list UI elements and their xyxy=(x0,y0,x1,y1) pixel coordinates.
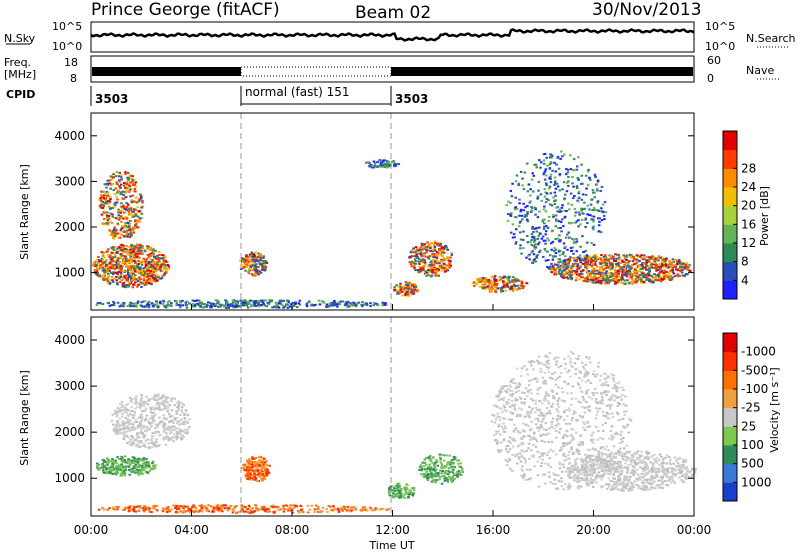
velocity-colorbar-label-0: 1000 xyxy=(741,475,772,489)
velocity-colorbar-swatch-0 xyxy=(723,482,737,501)
nsearch-label: N.Search xyxy=(746,32,796,45)
power-colorbar-label-5: 24 xyxy=(741,180,756,194)
velocity-colorbar-swatch-6 xyxy=(723,370,737,389)
velocity-colorbar-label-3: 25 xyxy=(741,419,756,433)
power-colorbar: 4 8 12 16 20 24 28 xyxy=(723,131,756,300)
freq-tick-low: 8 xyxy=(70,72,77,85)
power-colorbar-swatch-6 xyxy=(723,168,737,187)
power-ytick-label-3: 4000 xyxy=(54,129,85,143)
nave-label: Nave xyxy=(746,64,774,77)
freq-bar-b xyxy=(241,67,391,76)
date-title: 30/Nov/2013 xyxy=(592,0,702,20)
station-title: Prince George (fitACF) xyxy=(91,0,280,20)
velocity-colorbar-swatch-3 xyxy=(723,426,737,445)
freq-unit: [MHz] xyxy=(4,68,36,81)
nsky-tick-high: 10^5 xyxy=(52,20,82,33)
velocity-colorbar-swatch-8 xyxy=(723,333,737,352)
velocity-colorbar-swatch-4 xyxy=(723,408,737,427)
velocity-colorbar-label-5: -100 xyxy=(741,382,768,396)
velocity-xtick-label-2: 08:00 xyxy=(275,523,310,537)
velocity-colorbar-label-6: -500 xyxy=(741,363,768,377)
power-colorbar-label-2: 12 xyxy=(741,236,756,250)
nave-tick-low: 0 xyxy=(707,72,714,85)
power-colorbar-label-3: 16 xyxy=(741,217,756,231)
velocity-colorbar-swatch-5 xyxy=(723,389,737,408)
power-colorbar-label-6: 28 xyxy=(741,161,756,175)
cpid-segment-3: 3503 xyxy=(395,92,428,106)
power-colorbar-swatch-2 xyxy=(723,243,737,262)
nsearch-tick-low: 10^0 xyxy=(705,40,735,53)
velocity-xtick-label-0: 00:00 xyxy=(74,523,109,537)
power-colorbar-label: Power [dB] xyxy=(758,186,771,246)
velocity-colorbar-label-4: -25 xyxy=(741,401,761,415)
power-colorbar-swatch-3 xyxy=(723,224,737,243)
velocity-ytick-label-1: 2000 xyxy=(54,425,85,439)
velocity-colorbar-swatch-7 xyxy=(723,352,737,371)
power-colorbar-label-1: 8 xyxy=(741,255,749,269)
power-colorbar-label-0: 4 xyxy=(741,273,749,287)
nave-tick-high: 60 xyxy=(707,54,721,67)
power-ytick-label-2: 3000 xyxy=(54,174,85,188)
power-colorbar-label-4: 20 xyxy=(741,199,756,213)
velocity-ytick-label-0: 1000 xyxy=(54,471,85,485)
velocity-colorbar-label-2: 100 xyxy=(741,438,764,452)
power-colorbar-swatch-7 xyxy=(723,150,737,169)
power-panel xyxy=(91,113,694,310)
power-colorbar-swatch-1 xyxy=(723,262,737,281)
freq-bar-a xyxy=(92,67,241,76)
power-colorbar-swatch-5 xyxy=(723,187,737,206)
power-colorbar-swatch-8 xyxy=(723,131,737,150)
velocity-xlabel: Time UT xyxy=(368,539,414,552)
velocity-colorbar-swatch-1 xyxy=(723,464,737,483)
freq-tick-high: 18 xyxy=(64,56,78,69)
nsky-panel xyxy=(91,22,694,52)
power-ytick-label-1: 2000 xyxy=(54,220,85,234)
velocity-colorbar-label-7: -1000 xyxy=(741,345,776,359)
velocity-xtick-label-3: 12:00 xyxy=(375,523,410,537)
freq-bar-c xyxy=(391,67,693,76)
nsky-tick-low: 10^0 xyxy=(52,40,82,53)
velocity-ylabel: Slant Range [km] xyxy=(18,370,31,466)
nsky-trace xyxy=(91,30,694,41)
nsearch-tick-high: 10^5 xyxy=(705,20,735,33)
power-ylabel: Slant Range [km] xyxy=(18,164,31,260)
power-colorbar-swatch-4 xyxy=(723,206,737,225)
beam-title: Beam 02 xyxy=(355,3,431,23)
cpid-label: CPID xyxy=(6,88,35,101)
power-colorbar-swatch-0 xyxy=(723,280,737,299)
velocity-colorbar-swatch-2 xyxy=(723,445,737,464)
cpid-segment-1: 3503 xyxy=(95,92,128,106)
velocity-panel xyxy=(91,317,697,516)
velocity-xtick-label-6: 00:00 xyxy=(677,523,712,537)
nsky-label: N.Sky xyxy=(4,32,36,45)
power-ytick-label-0: 1000 xyxy=(54,266,85,280)
cpid-segment-2: normal (fast) 151 xyxy=(245,85,349,99)
velocity-ytick-label-2: 3000 xyxy=(54,379,85,393)
velocity-colorbar-label: Velocity [m s⁻¹] xyxy=(768,367,781,452)
velocity-xtick-label-4: 16:00 xyxy=(476,523,511,537)
velocity-ytick-label-3: 4000 xyxy=(54,333,85,347)
velocity-xtick-label-1: 04:00 xyxy=(174,523,209,537)
velocity-xtick-label-5: 20:00 xyxy=(576,523,611,537)
velocity-colorbar-label-1: 500 xyxy=(741,457,764,471)
